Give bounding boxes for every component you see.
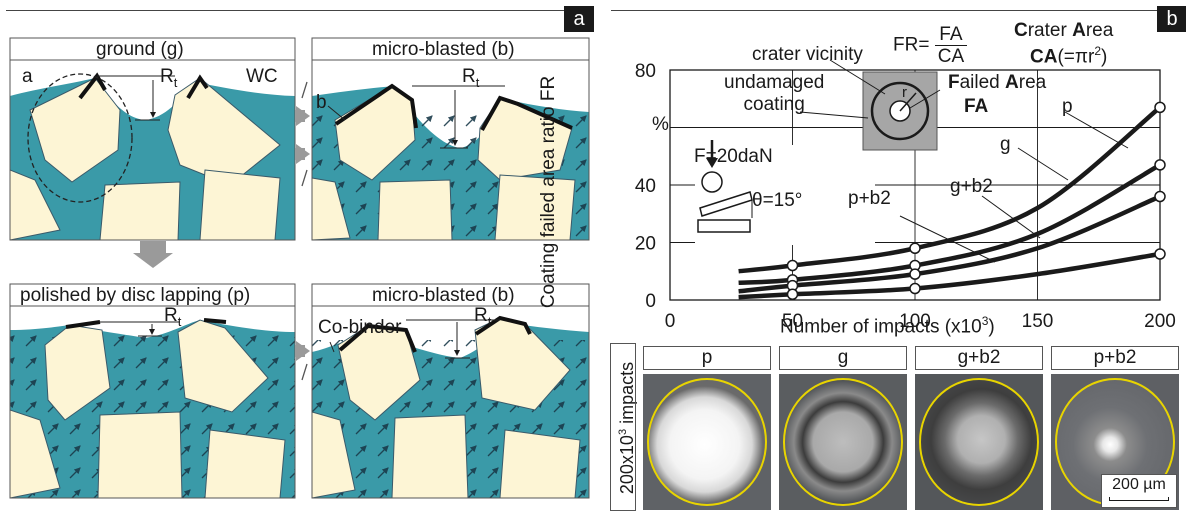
y-tick-label: 0 xyxy=(645,291,656,312)
label-co-binder: Co-binder xyxy=(318,317,402,338)
data-point xyxy=(1154,190,1166,203)
crater-image-label: g+b2 xyxy=(915,346,1043,370)
impact-ball xyxy=(701,171,723,193)
top-rule xyxy=(6,10,591,11)
curve-leader-line xyxy=(981,195,1041,239)
crater-vicinity-label: crater vicinity xyxy=(752,44,863,65)
scale-bar-label: 200 µm xyxy=(1112,476,1166,493)
panel-b-letter: b xyxy=(1157,6,1186,32)
curve-label-g-b2: g+b2 xyxy=(950,176,993,197)
y-tick-label: 40 xyxy=(635,176,656,197)
curve-leader-line xyxy=(1064,111,1129,149)
x-tick-label: 200 xyxy=(1144,311,1176,332)
label-rt-2: Rt xyxy=(462,66,480,90)
angle-label: θ=15° xyxy=(752,190,803,211)
curve-label-p: p xyxy=(1062,96,1073,117)
subfig-ground-title: ground (g) xyxy=(96,39,184,60)
crater-boundary-circle xyxy=(783,378,903,506)
label-rt-3: Rt xyxy=(164,305,182,329)
data-point xyxy=(909,268,921,280)
curve-leader-line xyxy=(1017,147,1069,181)
crater-micrograph xyxy=(915,374,1043,510)
label-a: a xyxy=(22,66,33,87)
x-tick-label: 150 xyxy=(1022,311,1054,332)
subfig-ground xyxy=(10,38,295,240)
data-point xyxy=(786,259,799,272)
label-b: b xyxy=(316,92,327,113)
curve-label-g: g xyxy=(1000,134,1011,155)
subfig-micro-blasted-top-title: micro-blasted (b) xyxy=(372,39,515,60)
side-label-frame xyxy=(610,343,636,511)
crater-micrograph xyxy=(779,374,907,510)
subfig-micro-blasted-bottom xyxy=(312,284,589,498)
fa-label: FA xyxy=(964,96,989,117)
top-rule-b xyxy=(611,10,1157,11)
radius-label: r xyxy=(902,84,907,101)
curve-leader-line xyxy=(899,215,996,263)
data-point xyxy=(1154,159,1166,171)
crater-image-label: p+b2 xyxy=(1051,346,1179,370)
crater-area-def: Crater Area xyxy=(1014,20,1114,41)
crater-image-label: p xyxy=(643,346,771,370)
crater-micrograph xyxy=(643,374,771,510)
force-arrow-head xyxy=(706,158,718,168)
crater-boundary-circle xyxy=(647,378,767,506)
failed-leader xyxy=(909,89,941,109)
x-axis-label: Number of impacts (x103) xyxy=(780,314,995,338)
subfig-micro-blasted-bottom-title: micro-blasted (b) xyxy=(372,285,515,306)
crater-micrograph: 200 µm xyxy=(1051,374,1179,510)
y-unit: % xyxy=(652,114,669,135)
radius-arrow xyxy=(899,92,917,112)
x-tick-label: 50 xyxy=(782,311,803,332)
y-tick-label: 20 xyxy=(635,234,656,255)
label-rt-1: Rt xyxy=(160,66,178,90)
subfig-micro-blasted-top xyxy=(312,38,589,240)
subfig-polished-title: polished by disc lapping (p) xyxy=(20,285,251,306)
panel-a-letter: a xyxy=(564,6,594,32)
data-point xyxy=(1154,101,1166,114)
vicinity-leader xyxy=(829,59,886,95)
x-tick-label: 0 xyxy=(665,311,676,332)
curve-label-p-b2: p+b2 xyxy=(848,188,891,209)
crater-image-row: p g g+b2 p+b2 200 µm xyxy=(643,346,1183,514)
y-tick-label: 80 xyxy=(635,61,656,82)
label-rt-4: Rt xyxy=(474,305,492,329)
failed-area-label: Failed Area xyxy=(948,72,1047,93)
scale-bar: 200 µm xyxy=(1101,474,1177,508)
data-point xyxy=(909,242,921,254)
subfig-polished xyxy=(10,284,295,498)
data-point xyxy=(1154,248,1166,260)
ca-def: CA(=πr2) xyxy=(1030,44,1108,68)
specimen-base xyxy=(697,219,751,233)
failed-area-chart: 0 50 100 150 200 20 40 80 0 xyxy=(635,59,1176,332)
scale-bar-line xyxy=(1109,497,1169,501)
panel-a-figure xyxy=(9,37,590,499)
undamaged-leader xyxy=(799,111,869,119)
force-label: F=20daN xyxy=(694,146,773,167)
formula: FR= FA CA xyxy=(893,24,968,67)
undamaged-label: undamaged coating xyxy=(724,72,825,115)
crater-image-label: g xyxy=(779,346,907,370)
data-point xyxy=(909,282,921,295)
crater-boundary-circle xyxy=(919,378,1039,506)
y-axis-label: Coating failed area ratio FR xyxy=(538,75,559,309)
label-wc: WC xyxy=(246,66,278,87)
x-tick-label: 100 xyxy=(899,311,931,332)
data-point xyxy=(786,288,799,300)
